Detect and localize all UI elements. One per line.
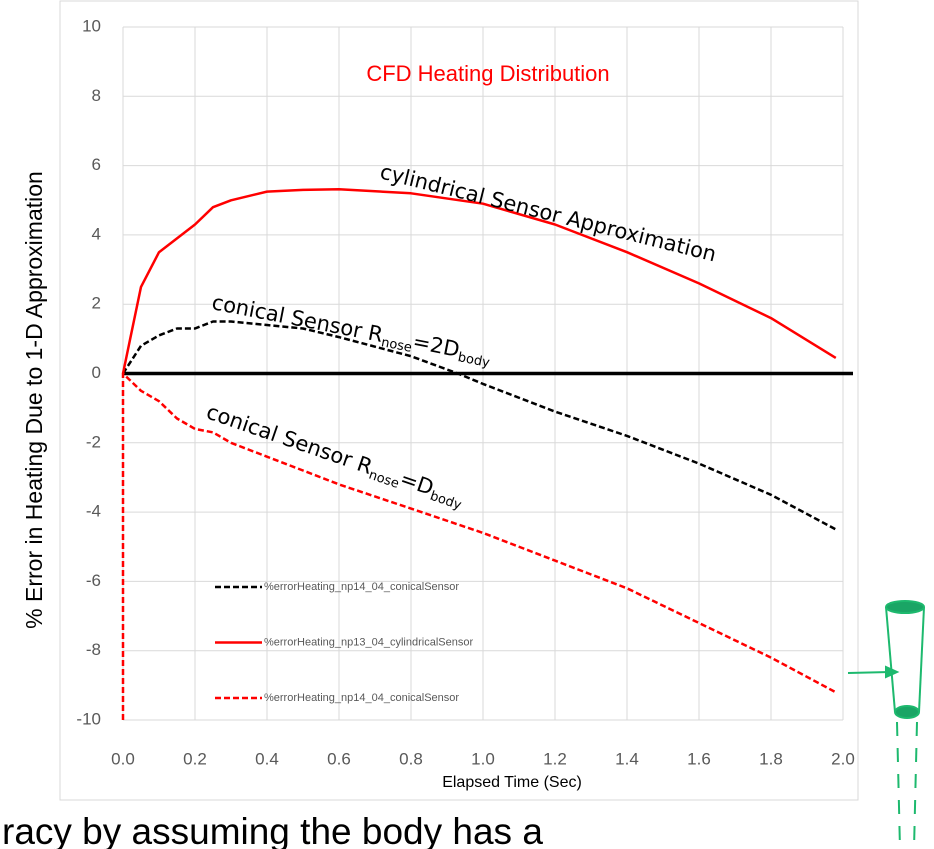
legend-label: %errorHeating_np13_04_cylindricalSensor (264, 636, 473, 648)
sensor-edge (918, 606, 925, 713)
series-line (121, 372, 837, 720)
sensor-edge (913, 721, 918, 849)
arrow (847, 671, 893, 674)
y-tick-label: -6 (86, 571, 101, 590)
legend-label: %errorHeating_np14_04_conicalSensor (264, 581, 459, 593)
y-tick-label: 10 (82, 16, 101, 35)
sensor-joint (894, 705, 920, 719)
x-tick-label: 1.8 (759, 749, 783, 768)
sensor-edge (885, 606, 896, 713)
legend-label: %errorHeating_np14_04_conicalSensor (264, 692, 459, 704)
annotation-part: body (428, 488, 464, 513)
x-tick-label: 0.6 (327, 749, 351, 768)
caption: racy by assuming the body has a (2, 811, 543, 849)
x-tick-label: 0.0 (111, 749, 135, 768)
annotation-part: conical Sensor R (210, 290, 385, 347)
annotation: cylindrical Sensor Approximation (378, 160, 719, 267)
lines (121, 187, 853, 720)
x-tick-label: 1.2 (543, 749, 567, 768)
x-tick-label: 0.4 (255, 749, 279, 768)
series-line (121, 320, 837, 531)
x-axis-label: Elapsed Time (Sec) (442, 774, 582, 791)
chart-border (59, 0, 859, 801)
arrow-head (885, 665, 900, 679)
sensor-edge (896, 721, 901, 849)
x-tick-label: 1.6 (687, 749, 711, 768)
y-tick-label: 6 (92, 155, 101, 174)
chart-title: CFD Heating Distribution (366, 61, 609, 86)
x-tick-label: 1.4 (615, 749, 639, 768)
annotation-part: body (457, 350, 492, 371)
y-tick-label: -4 (86, 502, 101, 521)
x-tick-label: 0.8 (399, 749, 423, 768)
annotation: conical Sensor Rnose=2Dbody (209, 290, 493, 370)
y-tick-label: -10 (76, 709, 101, 728)
annotation-part: nose (367, 467, 401, 491)
y-tick-label: 8 (92, 86, 101, 105)
y-tick-label: 2 (92, 294, 101, 313)
sensor-icon (847, 600, 925, 849)
y-tick-label: 0 (92, 363, 101, 382)
sensor-top (885, 600, 925, 614)
annotation-part: nose (380, 335, 413, 356)
y-axis-label: % Error in Heating Due to 1-D Approximat… (21, 171, 47, 629)
y-tick-label: -8 (86, 640, 101, 659)
annotation-part: =2D (411, 329, 462, 362)
y-tick-label: 4 (92, 224, 101, 243)
series-line (121, 187, 837, 374)
x-tick-label: 1.0 (471, 749, 495, 768)
annotation: conical Sensor Rnose=Dbody (203, 400, 468, 513)
y-tick-label: -2 (86, 432, 101, 451)
x-tick-label: 2.0 (831, 749, 855, 768)
annotation-part: conical Sensor R (203, 400, 375, 479)
x-tick-label: 0.2 (183, 749, 207, 768)
